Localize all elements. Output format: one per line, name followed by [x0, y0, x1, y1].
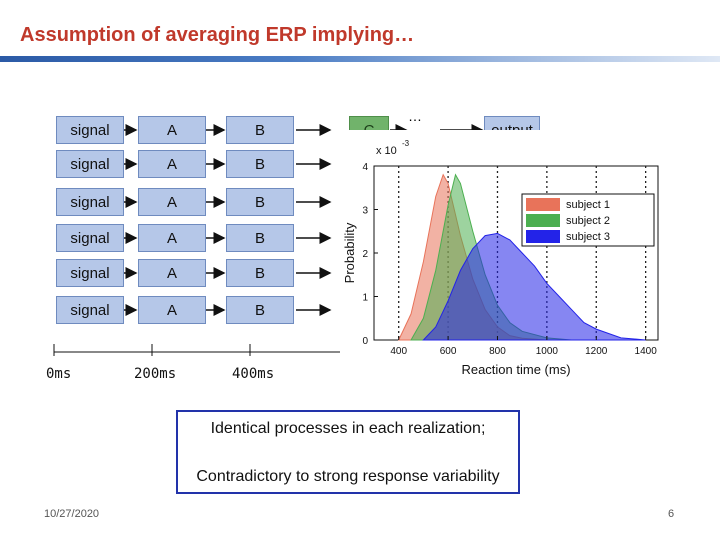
- signal-box-2: signal: [56, 150, 124, 178]
- process-a-box-2: A: [138, 150, 206, 178]
- process-a-box-3: A: [138, 188, 206, 216]
- callout-line-2: Contradictory to strong response variabi…: [196, 468, 500, 485]
- y-tick-label-4: 4: [362, 162, 368, 173]
- legend-swatch-3: [526, 230, 560, 243]
- reaction-time-plot: 400 600 800 1000 1200 1400 0 1 2 3 4 Reaction time …: [342, 139, 659, 377]
- slide-title: Assumption of averaging ERP implying…: [20, 24, 415, 46]
- process-a-box-6: A: [138, 296, 206, 324]
- signal-box-6: signal: [56, 296, 124, 324]
- pipeline-ellipsis: …: [408, 108, 422, 124]
- process-a-box-5: A: [138, 259, 206, 287]
- x-tick-label-3: 1000: [536, 346, 559, 357]
- x-tick-label-1: 600: [440, 346, 457, 357]
- legend-label-1: subject 1: [566, 199, 610, 211]
- y-tick-label-3: 3: [362, 206, 368, 217]
- signal-box-5: signal: [56, 259, 124, 287]
- legend-swatch-1: [526, 198, 560, 211]
- conclusion-callout: Identical processes in each realization;…: [176, 410, 520, 494]
- process-b-box-6: B: [226, 296, 294, 324]
- signal-box-4: signal: [56, 224, 124, 252]
- y-scale-label: x 10: [376, 145, 397, 157]
- y-axis-label: Probability: [342, 222, 357, 283]
- process-b-box-4: B: [226, 224, 294, 252]
- x-tick-label-0: 400: [390, 346, 407, 357]
- legend-label-3: subject 3: [566, 231, 610, 243]
- process-b-box-3: B: [226, 188, 294, 216]
- signal-box-1: signal: [56, 116, 124, 144]
- callout-line-1: Identical processes in each realization;: [210, 420, 486, 437]
- process-a-box-1: A: [138, 116, 206, 144]
- signal-box-3: signal: [56, 188, 124, 216]
- timeline-label-0ms: 0ms: [46, 366, 72, 382]
- timeline-label-200ms: 200ms: [134, 366, 177, 382]
- y-tick-label-2: 2: [362, 249, 368, 260]
- process-b-box-2: B: [226, 150, 294, 178]
- process-b-box-1: B: [226, 116, 294, 144]
- process-b-box-5: B: [226, 259, 294, 287]
- y-tick-label-1: 1: [362, 293, 368, 304]
- slide-page-number: 6: [668, 508, 675, 520]
- x-tick-label-5: 1400: [635, 346, 658, 357]
- slide-date: 10/27/2020: [44, 508, 100, 520]
- legend-label-2: subject 2: [566, 215, 610, 227]
- x-axis-label: Reaction time (ms): [461, 362, 570, 377]
- timeline-label-400ms: 400ms: [232, 366, 275, 382]
- title-underline: [0, 56, 720, 62]
- x-tick-label-4: 1200: [585, 346, 608, 357]
- series-area-3: [422, 232, 646, 341]
- legend-swatch-2: [526, 214, 560, 227]
- process-a-box-4: A: [138, 224, 206, 252]
- x-tick-label-2: 800: [489, 346, 506, 357]
- reaction-time-chart: 400 600 800 1000 1200 1400 0 1 2 3 4 Reaction time …: [340, 130, 670, 380]
- y-tick-label-0: 0: [362, 336, 368, 347]
- y-scale-exponent: -3: [402, 139, 410, 148]
